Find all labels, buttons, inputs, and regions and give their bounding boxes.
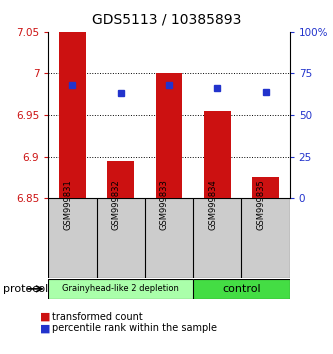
Text: control: control bbox=[222, 284, 261, 294]
Text: Grainyhead-like 2 depletion: Grainyhead-like 2 depletion bbox=[62, 284, 179, 293]
Bar bbox=[252, 177, 279, 198]
Text: GSM999835: GSM999835 bbox=[256, 179, 266, 230]
Text: GSM999831: GSM999831 bbox=[63, 179, 72, 230]
Text: GSM999834: GSM999834 bbox=[208, 179, 217, 230]
Text: transformed count: transformed count bbox=[52, 312, 143, 322]
Text: GSM999832: GSM999832 bbox=[112, 179, 121, 230]
Text: GSM999833: GSM999833 bbox=[160, 179, 169, 230]
Text: ■: ■ bbox=[40, 323, 50, 333]
Text: protocol: protocol bbox=[3, 284, 49, 294]
Bar bbox=[59, 32, 86, 198]
Bar bbox=[204, 111, 230, 198]
Bar bbox=[108, 161, 134, 198]
Text: GDS5113 / 10385893: GDS5113 / 10385893 bbox=[92, 12, 241, 27]
Text: ■: ■ bbox=[40, 312, 50, 322]
Text: percentile rank within the sample: percentile rank within the sample bbox=[52, 323, 216, 333]
Bar bbox=[156, 73, 182, 198]
